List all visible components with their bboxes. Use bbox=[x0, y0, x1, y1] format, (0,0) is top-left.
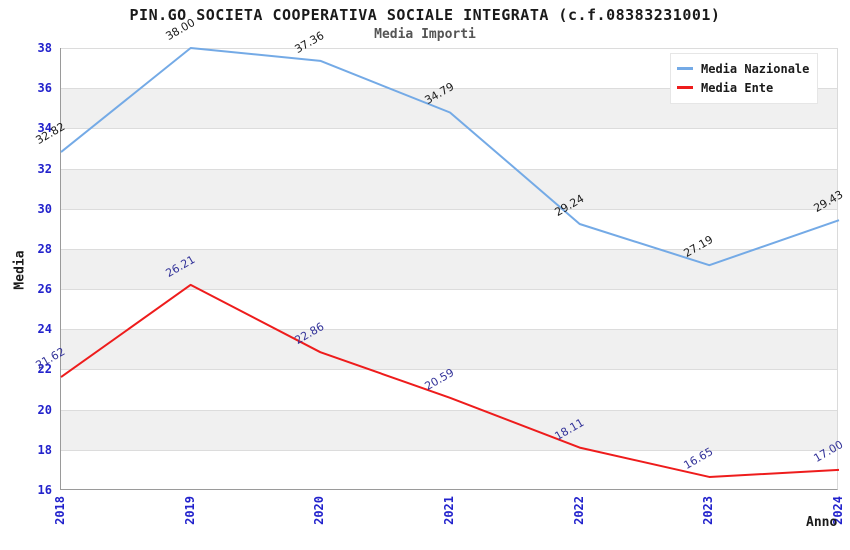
y-tick-label: 18 bbox=[37, 442, 52, 457]
media-ente-line-marker-icon bbox=[677, 86, 693, 89]
y-tick-label: 30 bbox=[37, 201, 52, 216]
y-tick-label: 20 bbox=[37, 402, 52, 417]
plot-band bbox=[61, 168, 837, 209]
legend-item-media-ente: Media Ente bbox=[675, 78, 809, 97]
y-tick-label: 22 bbox=[37, 362, 52, 377]
gridline bbox=[61, 128, 837, 130]
y-tick-label: 32 bbox=[37, 161, 52, 176]
y-tick-label: 34 bbox=[37, 121, 52, 136]
y-tick-label: 36 bbox=[37, 81, 52, 96]
y-tick-label: 16 bbox=[37, 483, 52, 497]
legend-label: Media Ente bbox=[701, 80, 774, 95]
y-tick-label: 26 bbox=[37, 282, 52, 297]
chart-title: PIN.GO SOCIETA COOPERATIVA SOCIALE INTEG… bbox=[129, 6, 721, 24]
plot-area bbox=[60, 47, 840, 490]
gridline bbox=[61, 329, 837, 331]
chart-subtitle: Media Importi bbox=[374, 27, 476, 42]
gridline bbox=[61, 88, 837, 90]
series-line-1 bbox=[60, 283, 840, 478]
gridline bbox=[61, 248, 837, 250]
x-axis-title: Anno bbox=[806, 515, 838, 530]
y-tick-label: 24 bbox=[37, 322, 52, 337]
gridline bbox=[61, 409, 837, 411]
y-tick-label: 28 bbox=[37, 241, 52, 256]
legend-item-media-nazionale: Media Nazionale bbox=[675, 59, 809, 78]
gridline bbox=[61, 48, 837, 49]
y-tick-label: 38 bbox=[37, 41, 52, 55]
gridline bbox=[61, 208, 837, 210]
media-nazionale-line-marker-icon bbox=[677, 67, 693, 70]
legend-label: Media Nazionale bbox=[701, 61, 810, 76]
gridline bbox=[61, 369, 837, 371]
gridline bbox=[61, 449, 837, 451]
plot-band bbox=[61, 248, 837, 290]
gridline bbox=[61, 168, 837, 170]
series-line-0 bbox=[60, 47, 840, 267]
gridline bbox=[61, 289, 837, 291]
chart-legend: Media Nazionale Media Ente bbox=[670, 53, 818, 104]
plot-band bbox=[61, 409, 837, 450]
plot-band bbox=[61, 329, 837, 370]
